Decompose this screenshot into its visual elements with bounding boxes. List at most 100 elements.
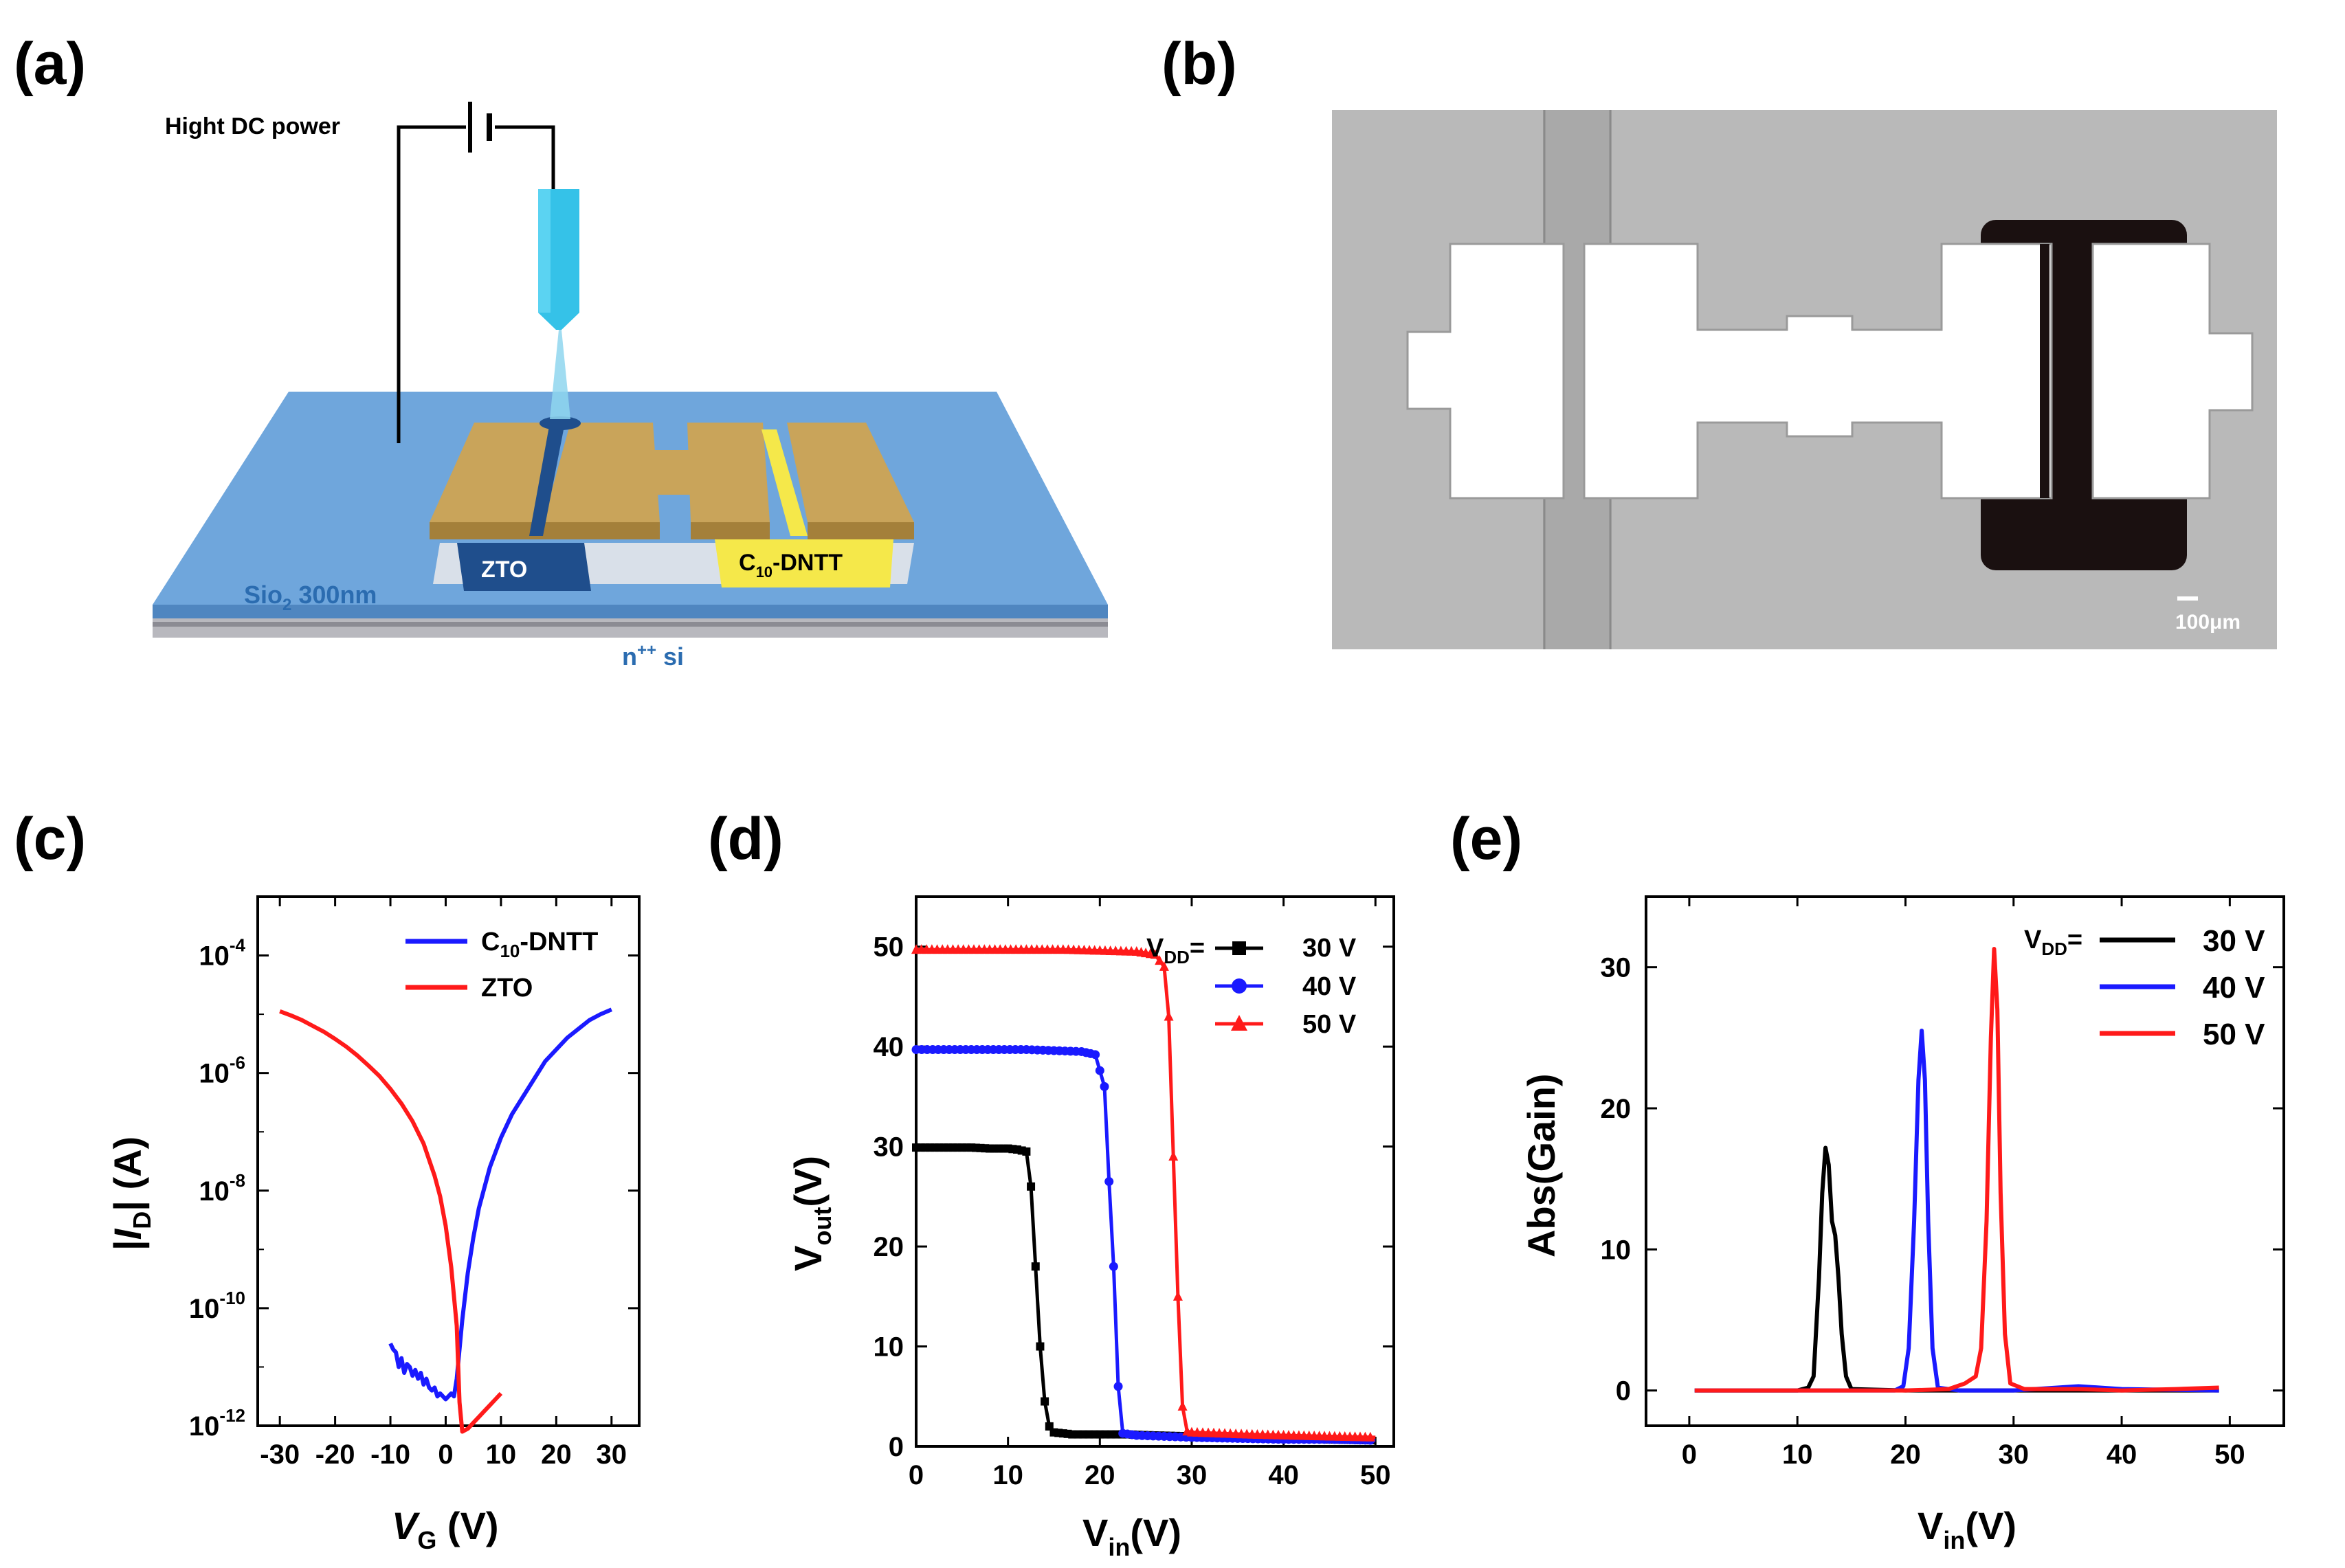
- legend-c-label-2: ZTO: [481, 974, 533, 1003]
- legend-d-prefix: VDD=: [1146, 934, 1205, 967]
- chart-d-point: [1159, 961, 1169, 971]
- legend-d-label-1: 30 V: [1302, 934, 1357, 963]
- electrode-left-2: [543, 423, 660, 522]
- chart-d-xtick-label: 10: [992, 1460, 1023, 1490]
- electrode-right-1: [687, 423, 770, 522]
- chart-c-xtick-label: 30: [597, 1440, 627, 1470]
- chart-c-xtick-label: 20: [541, 1440, 572, 1470]
- chart-d-xtick-label: 40: [1268, 1460, 1299, 1490]
- legend-e-label-1: 30 V: [2203, 924, 2265, 958]
- legend-c-label-1: C10-DNTT: [481, 928, 598, 961]
- chart-d-ytick-label: 10: [874, 1332, 904, 1363]
- dntt-layer: [715, 539, 893, 587]
- chart-d-ytick-label: 0: [889, 1432, 904, 1462]
- chart-c-ytick-label: 10-12: [189, 1405, 245, 1442]
- chart-d-point: [1150, 949, 1160, 959]
- panel-label-d: (d): [708, 806, 783, 872]
- chart-d-point: [1365, 1431, 1375, 1442]
- chart-c-xlabel: VG (V): [392, 1504, 499, 1554]
- pad-center-left: [1583, 243, 2053, 500]
- chart-e-xtick-label: 30: [1999, 1440, 2030, 1470]
- chart-d-point: [1027, 1182, 1036, 1191]
- legend-d-label-3: 50 V: [1302, 1010, 1357, 1039]
- chart-d-point: [1095, 1066, 1104, 1075]
- pad-left: [1406, 243, 1565, 500]
- panel-label-a: (a): [14, 31, 86, 97]
- chart-d-xlabel: Vin(V): [1082, 1511, 1181, 1561]
- chart-d-point: [1109, 1262, 1118, 1271]
- pad-right: [2091, 243, 2254, 500]
- gate-bridge: [639, 450, 701, 495]
- chart-c-ylabel: |ID| (A): [106, 1136, 156, 1251]
- legend-e-label-2: 40 V: [2203, 971, 2265, 1005]
- chart-d-point: [1022, 1147, 1031, 1156]
- chart-c-ytick-label: 10-10: [189, 1288, 245, 1324]
- chart-d-point: [1104, 1177, 1114, 1187]
- legend-e-label-3: 50 V: [2203, 1018, 2265, 1051]
- chart-d-xtick-label: 30: [1177, 1460, 1208, 1490]
- zto-label: ZTO: [481, 557, 527, 583]
- chart-d-point: [1091, 1050, 1100, 1060]
- chart-e-xtick-label: 10: [1782, 1440, 1813, 1470]
- chart-c-xtick-label: -30: [260, 1440, 300, 1470]
- chart-d-point: [1164, 1011, 1174, 1021]
- chart-d: 0 10 20 30 40 50 0 10 20 30 40 50 VDD= 30 V 40 V 50…: [786, 895, 1395, 1561]
- chart-e-series-1: [1694, 1029, 2219, 1393]
- chart-d-series-line-1: [916, 1048, 1376, 1442]
- chart-d-point: [1177, 1400, 1188, 1411]
- chart-d-point: [1036, 1342, 1045, 1351]
- chart-e-series-2: [1694, 946, 2219, 1393]
- chart-d-point: [1172, 1290, 1183, 1301]
- power-label: Hight DC power: [165, 113, 340, 139]
- chart-e-series-0: [1694, 1145, 2219, 1393]
- chart-d-point: [1168, 1151, 1179, 1161]
- legend-d-marker-3: [1231, 1015, 1247, 1031]
- scale-bar-label: 100μm: [2175, 611, 2241, 634]
- chart-e-ytick-label: 20: [1601, 1094, 1632, 1124]
- chart-d-ytick-label: 30: [874, 1132, 904, 1163]
- chart-c-xtick-label: -10: [370, 1440, 410, 1470]
- chart-d-ytick-label: 40: [874, 1032, 904, 1062]
- wire: [397, 125, 466, 443]
- chart-e-xtick-label: 20: [1890, 1440, 1921, 1470]
- nozzle-needle: [538, 189, 579, 330]
- legend-d-marker-2: [1232, 978, 1247, 994]
- silicon-layer: [153, 617, 1108, 638]
- chart-d-series-line-0: [916, 1145, 1376, 1442]
- chart-d-point: [1155, 955, 1165, 965]
- chart-c-ytick-label: 10-8: [199, 1170, 245, 1207]
- chart-e: 0 10 20 30 40 50 0 10 20 30 VDD= 30 V 40 V 50 V V…: [1520, 895, 2285, 1554]
- chart-c: -30 -20 -10 0 10 20 30 10-12 10-10 10-8 10-6 10-4 C…: [106, 895, 641, 1554]
- device-schematic: Hight DC power ZTO C10-DNTT Sio2 300nm n…: [153, 102, 1108, 671]
- chart-e-ylabel: Abs(Gain): [1520, 1073, 1563, 1257]
- chart-c-series-dntt: [388, 1007, 612, 1402]
- chart-e-xtick-label: 0: [1682, 1440, 1697, 1470]
- chart-c-series-zto: [279, 1009, 503, 1434]
- panel-label-e: (e): [1450, 806, 1522, 872]
- optical-micrograph: 100μm: [1332, 110, 2277, 649]
- chart-e-ytick-label: 0: [1616, 1376, 1631, 1407]
- chart-d-point: [1041, 1397, 1049, 1406]
- chart-e-ytick-label: 10: [1601, 1235, 1632, 1265]
- panel-label-c: (c): [14, 806, 86, 872]
- chart-e-xtick-label: 40: [2107, 1440, 2137, 1470]
- chart-d-ylabel: Vout(V): [786, 1156, 836, 1271]
- scale-bar: [2177, 596, 2198, 601]
- chart-c-ytick-label: 10-6: [199, 1053, 245, 1089]
- electrode-right-2: [787, 423, 914, 522]
- chart-d-point: [1031, 1262, 1040, 1271]
- chart-c-ytick-label: 10-4: [199, 935, 245, 972]
- sio2-label: Sio2 300nm: [244, 581, 377, 614]
- chart-d-point: [1100, 1082, 1109, 1091]
- electrode-left-1: [430, 423, 560, 522]
- chart-e-ytick-label: 30: [1601, 953, 1632, 983]
- dntt-label: C10-DNTT: [739, 550, 843, 581]
- chart-d-xtick-label: 50: [1360, 1460, 1391, 1490]
- chart-c-xtick-label: 10: [486, 1440, 517, 1470]
- chart-c-xtick-label: -20: [315, 1440, 355, 1470]
- legend-d-label-2: 40 V: [1302, 972, 1357, 1001]
- legend-e-prefix: VDD=: [2024, 926, 2082, 959]
- chart-e-xtick-label: 50: [2214, 1440, 2245, 1470]
- si-label: n++ si: [622, 641, 684, 671]
